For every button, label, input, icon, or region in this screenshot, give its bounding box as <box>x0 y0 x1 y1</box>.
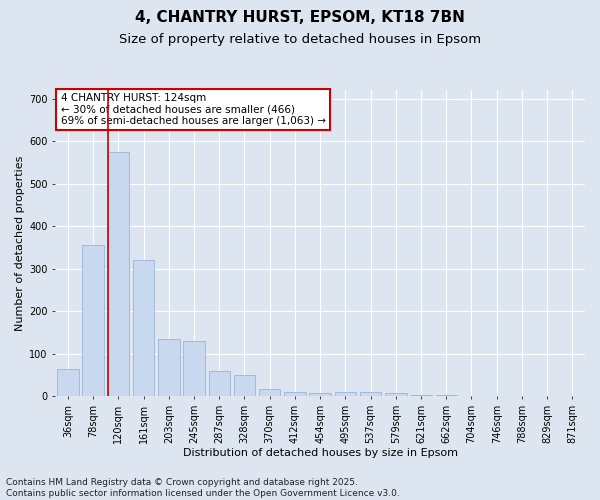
Bar <box>385 393 407 396</box>
Title: 4, CHANTRY HURST, EPSOM, KT18 7BN
Size of property relative to detached houses i: 4, CHANTRY HURST, EPSOM, KT18 7BN Size o… <box>0 499 1 500</box>
Bar <box>107 152 129 396</box>
Bar <box>360 392 382 396</box>
Text: Contains HM Land Registry data © Crown copyright and database right 2025.
Contai: Contains HM Land Registry data © Crown c… <box>6 478 400 498</box>
Text: 4 CHANTRY HURST: 124sqm
← 30% of detached houses are smaller (466)
69% of semi-d: 4 CHANTRY HURST: 124sqm ← 30% of detache… <box>61 93 326 126</box>
Bar <box>259 388 280 396</box>
Bar <box>234 375 255 396</box>
Bar <box>184 341 205 396</box>
Bar <box>133 260 154 396</box>
Bar <box>310 393 331 396</box>
Bar <box>82 246 104 396</box>
Text: 4, CHANTRY HURST, EPSOM, KT18 7BN: 4, CHANTRY HURST, EPSOM, KT18 7BN <box>135 10 465 25</box>
Bar <box>57 368 79 396</box>
Bar <box>335 392 356 396</box>
Bar <box>158 339 179 396</box>
Bar <box>209 371 230 396</box>
Y-axis label: Number of detached properties: Number of detached properties <box>15 156 25 331</box>
Bar <box>410 395 432 396</box>
Bar <box>284 392 305 396</box>
X-axis label: Distribution of detached houses by size in Epsom: Distribution of detached houses by size … <box>182 448 458 458</box>
Text: Size of property relative to detached houses in Epsom: Size of property relative to detached ho… <box>119 32 481 46</box>
